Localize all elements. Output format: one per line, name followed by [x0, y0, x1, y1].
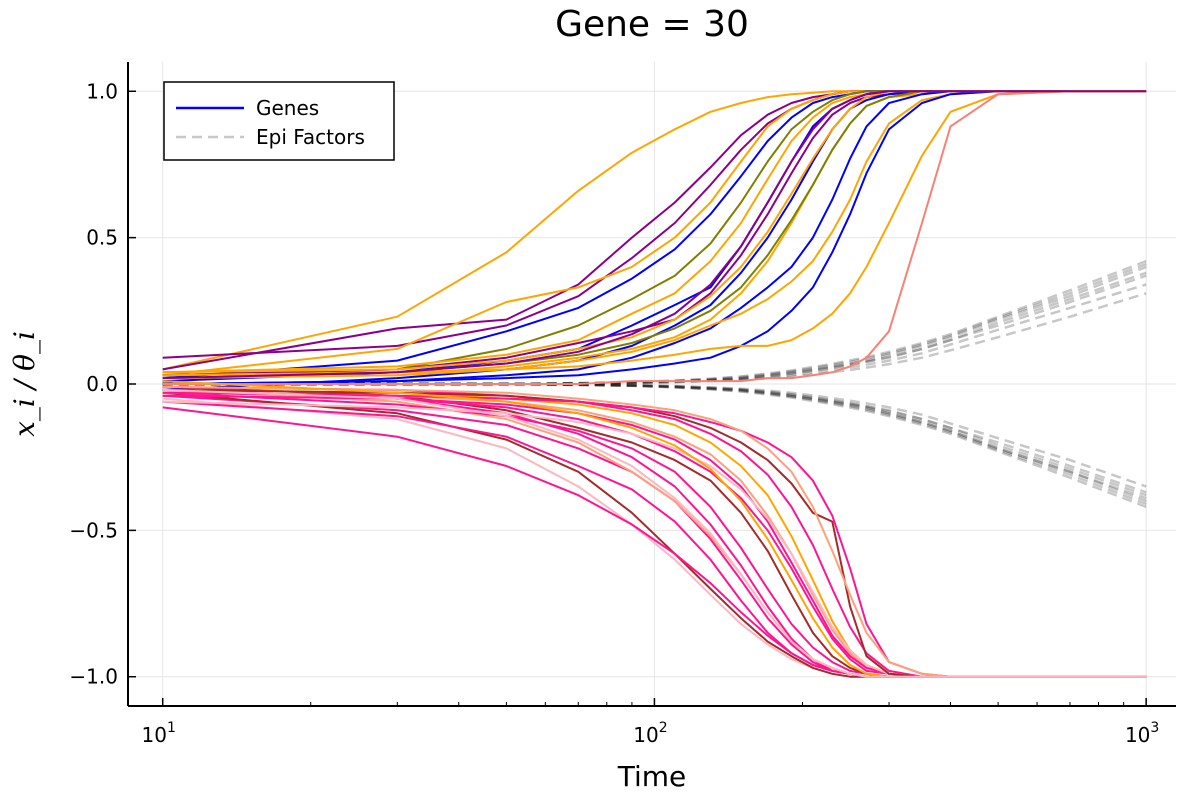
y-tick-label: −0.5	[69, 518, 118, 542]
epi-factor-line	[162, 382, 1147, 497]
gene-line	[162, 388, 1147, 678]
y-tick-label: 1.0	[86, 79, 118, 103]
legend-genes-label: Genes	[256, 96, 319, 120]
epi-factor-line	[162, 382, 1147, 506]
y-tick-label: 0.0	[86, 372, 118, 396]
legend: Genes Epi Factors	[163, 81, 395, 161]
epi-factor-line	[162, 382, 1147, 488]
gene-lines	[162, 90, 1147, 678]
x-tick-exponent: 1	[167, 720, 176, 736]
epi-factor-line	[162, 382, 1147, 509]
gene-line	[162, 90, 1147, 377]
y-tick-label: 0.5	[86, 226, 118, 250]
epi-factor-line	[162, 382, 1147, 494]
epi-factor-line	[162, 382, 1147, 500]
y-tick-label: −1.0	[69, 665, 118, 689]
x-axis-label: Time	[617, 760, 687, 793]
epi-factor-line	[162, 382, 1147, 503]
gene-line	[162, 90, 1147, 380]
x-tick-exponent: 2	[659, 720, 668, 736]
chart-title: Gene = 30	[555, 4, 749, 45]
gene-line	[162, 90, 1147, 385]
x-tick-exponent: 3	[1150, 720, 1159, 736]
gene-line	[162, 90, 1147, 385]
y-axis-label: x_i / θ_i	[8, 331, 41, 437]
legend-box	[163, 81, 395, 161]
legend-epi-label: Epi Factors	[256, 125, 365, 149]
